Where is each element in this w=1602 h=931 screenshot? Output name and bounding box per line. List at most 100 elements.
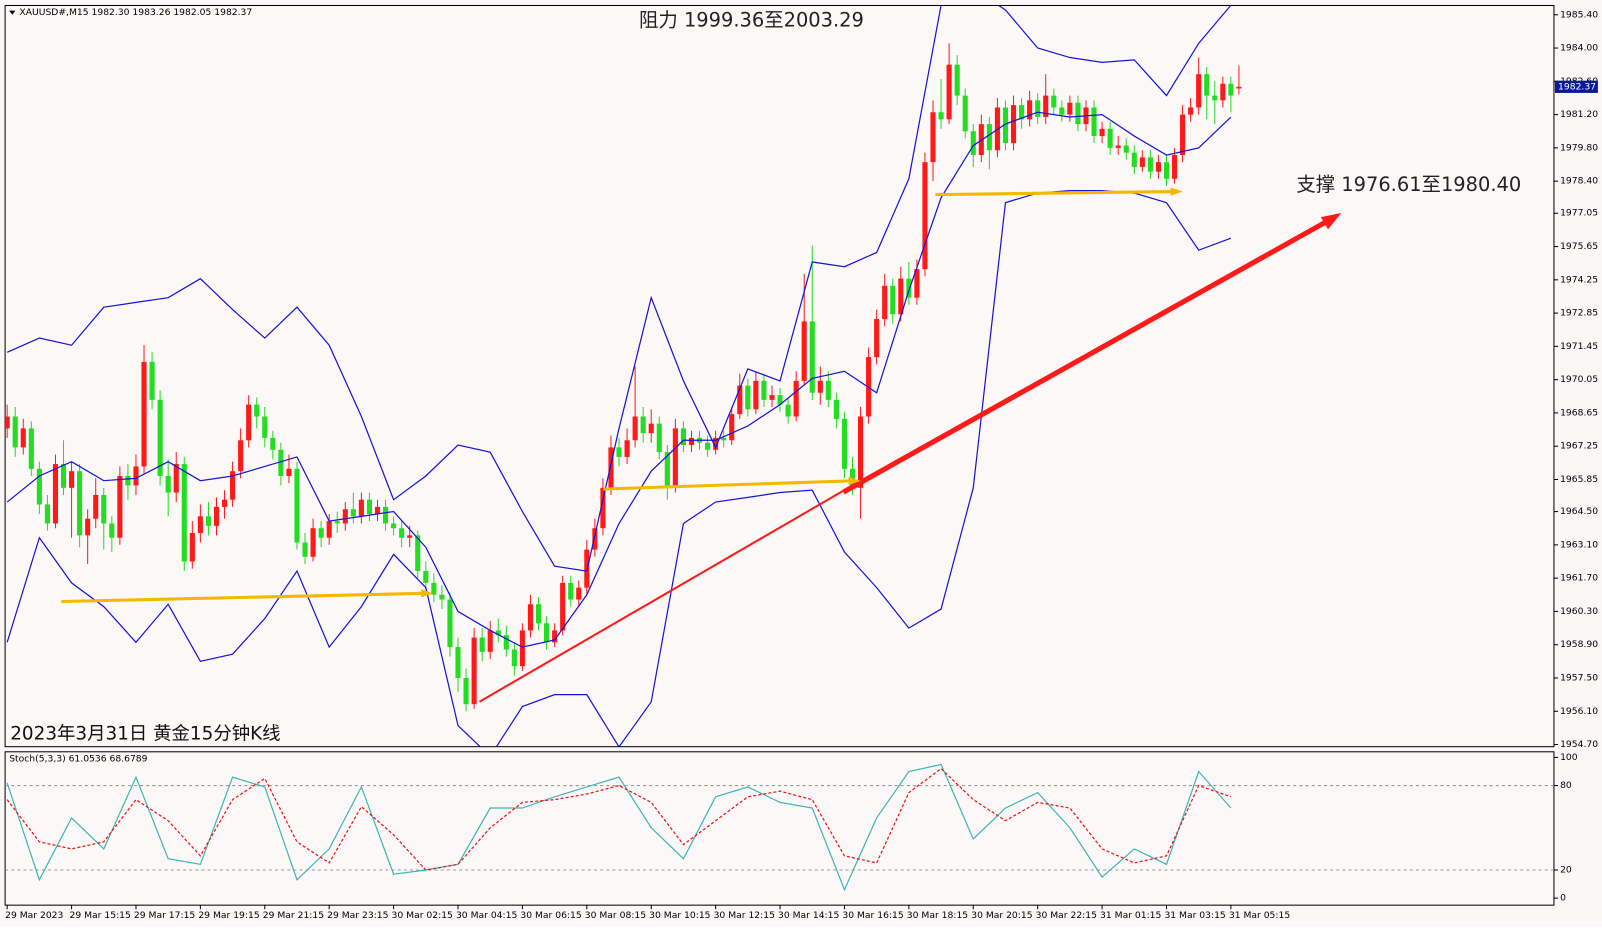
candle-body [882,285,888,320]
chart-caption: 2023年3月31日 黄金15分钟K线 [10,723,280,744]
candle-body [189,532,195,562]
band-line [6,111,1232,648]
candle-body [302,542,308,557]
y-tick-label: 1972.85 [1560,308,1598,319]
candle-body [278,449,284,476]
candle-body [1115,145,1121,148]
x-tick-label: 30 Mar 22:15 [1036,910,1097,921]
candle-body [745,385,751,410]
candle-body [568,582,574,600]
candle-body [77,471,83,536]
candle-body [761,380,767,400]
candle-body [455,647,461,678]
candle-body [125,475,131,486]
candle-body [825,380,831,400]
candle-body [318,528,324,538]
candle-body [817,380,823,393]
candle-body [576,587,582,600]
price-panel [4,4,1555,748]
candle-body [769,395,775,400]
candle-body [930,112,936,163]
y-tick-label: 1964.50 [1560,506,1598,517]
candle-body [36,468,42,505]
x-tick-label: 29 Mar 15:15 [70,910,131,921]
y-tick-label: 1985.40 [1560,9,1598,20]
y-tick-label: 1979.80 [1560,142,1598,153]
candle-body [640,416,646,434]
candle-body [1035,100,1041,117]
candle-body [890,285,896,315]
x-tick-label: 30 Mar 04:15 [456,910,517,921]
candle-body [616,447,622,457]
candle-body [1236,86,1242,89]
candle-body [809,321,815,393]
candle-body [12,416,18,448]
candle-body [1180,114,1186,156]
candle-body [785,404,791,417]
band-line [6,5,1232,572]
candle-body [672,428,678,486]
x-tick-label: 30 Mar 14:15 [778,910,839,921]
candle-body [415,535,421,572]
candle-body [535,604,542,624]
x-tick-label: 29 Mar 21:15 [263,910,324,921]
candle-body [1067,102,1073,115]
candle-body [197,516,203,533]
candle-body [914,269,920,298]
candle-body [560,582,566,631]
candle-body [495,630,501,636]
x-tick-label: 29 Mar 23:15 [327,910,388,921]
y-tick-label: 1968.65 [1560,407,1598,418]
candle-body [1212,95,1218,101]
candle-body [592,528,598,550]
candle-body [898,278,904,315]
y-tick-label: 1954.70 [1560,739,1598,750]
candle-body [833,399,839,419]
candle-body [1099,128,1105,136]
price-plot [5,5,1242,747]
y-tick-label: 1977.05 [1560,208,1598,219]
y-tick-label: 100 [1560,752,1578,763]
x-tick-label: 29 Mar 2023 [5,910,63,921]
candle-body [1147,157,1153,172]
candle-body [246,404,252,441]
candle-body [1075,102,1081,125]
stoch-line [6,767,1232,871]
candle-body [1188,107,1194,115]
x-tick-label: 30 Mar 16:15 [842,910,903,921]
candle-body [286,468,292,476]
x-tick-label: 30 Mar 18:15 [907,910,968,921]
candle-body [970,131,976,156]
candle-body [1196,74,1202,108]
drawings [61,187,1342,703]
candle-body [310,528,316,557]
candle-body [447,599,453,648]
x-tick-label: 30 Mar 10:15 [649,910,710,921]
candle-body [1220,83,1226,101]
candle-body [544,623,550,643]
candle-body [986,124,992,151]
trend-line [478,477,865,703]
candle-body [213,506,220,526]
candle-body [688,437,695,446]
candle-body [922,162,928,270]
price-header: XAUUSD#,M15 1982.30 1983.26 1982.05 1982… [19,7,252,18]
candle-body [1139,157,1145,167]
stoch-plot [5,763,1554,892]
support-note: 支撑 1976.61至1980.40 [1296,173,1521,196]
candle-body [262,416,268,438]
header-icon [9,10,16,15]
candle-body [503,635,509,650]
candle-body [399,528,405,538]
y-tick-label: 1963.10 [1560,539,1598,550]
y-tick-label: 1965.85 [1560,474,1598,485]
candle-body [1155,162,1161,172]
candle-body [431,582,437,595]
candle-body [1010,105,1017,144]
candle-body [52,464,59,524]
candle-body [101,494,107,524]
candle-body [874,319,880,358]
y-tick-label: 1960.30 [1560,606,1598,617]
